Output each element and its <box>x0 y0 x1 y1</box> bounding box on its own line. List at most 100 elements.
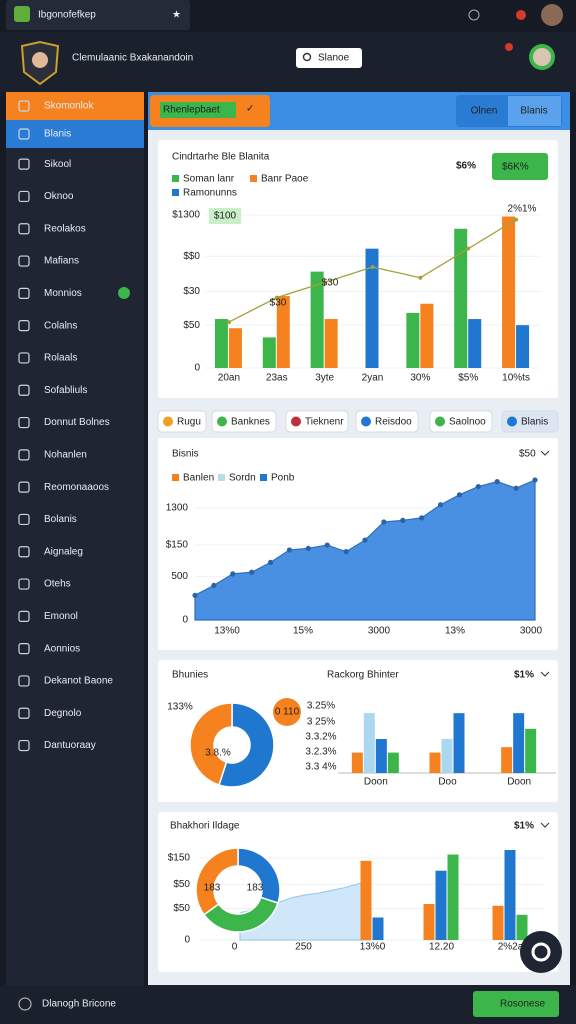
point <box>381 519 387 525</box>
chip-label: Rugu <box>177 417 201 428</box>
card-filter[interactable]: $50 <box>519 449 536 460</box>
alert-icon[interactable] <box>516 10 526 20</box>
logo-face <box>32 52 48 68</box>
sidebar-label[interactable]: Rolaals <box>44 353 77 364</box>
y-tick-label: 500 <box>171 571 188 582</box>
point <box>400 517 406 523</box>
chip[interactable] <box>211 410 277 433</box>
chip-icon <box>507 416 517 427</box>
bar <box>372 917 384 940</box>
y-tick-label: $150 <box>168 853 191 864</box>
bar <box>363 713 375 773</box>
footer-button[interactable] <box>473 991 559 1017</box>
search-icon <box>302 52 312 62</box>
chip[interactable] <box>157 410 207 433</box>
pie-slice <box>195 847 239 916</box>
chevron[interactable] <box>540 671 550 677</box>
card-title: Rackorg Bhinter <box>327 670 399 681</box>
chip[interactable] <box>501 410 559 433</box>
sidebar-label[interactable]: Sikool <box>44 159 71 170</box>
bar <box>387 752 399 773</box>
chip-icon <box>291 416 301 427</box>
sidebar-label[interactable]: Sofabliuls <box>44 385 87 396</box>
bar <box>516 325 530 368</box>
sidebar-label[interactable]: Monnios <box>44 288 82 299</box>
chat-button[interactable] <box>520 931 562 973</box>
header <box>0 32 576 92</box>
sidebar-label[interactable]: Reolakos <box>44 223 86 234</box>
sidebar-label[interactable]: Aonnios <box>44 643 80 654</box>
bar <box>468 319 482 368</box>
y-tick-label: $50 <box>173 903 190 914</box>
sidebar-icon <box>18 255 30 267</box>
point <box>267 559 274 565</box>
sidebar-icon <box>18 610 30 622</box>
y-tick-label: $$0 <box>183 251 200 262</box>
bar <box>453 713 465 773</box>
point <box>192 592 198 598</box>
sidebar-label[interactable]: Dantuoraay <box>44 740 96 751</box>
annotation: 0 110 <box>275 707 300 718</box>
point <box>437 502 444 508</box>
card-title: Bhunies <box>172 670 208 681</box>
annotation: 3 25% <box>307 717 335 728</box>
x-tick-label: 13% <box>445 626 465 637</box>
chip[interactable] <box>355 410 419 433</box>
search-box[interactable] <box>296 48 362 68</box>
sidebar-label[interactable]: Donnut Bolnes <box>44 417 110 428</box>
bar <box>262 337 276 368</box>
trend-point <box>370 265 375 270</box>
tab-label[interactable]: Blanis <box>520 106 547 117</box>
sidebar-label[interactable]: Mafians <box>44 256 79 267</box>
sidebar-icon <box>18 320 30 332</box>
sidebar-label[interactable]: Nohanlen <box>44 449 87 460</box>
card-title: Bisnis <box>172 449 199 460</box>
card-title: Cindrtarhe Ble Blanita <box>172 152 270 163</box>
clock-icon[interactable] <box>468 9 480 21</box>
y-tick-label: $30 <box>183 286 200 297</box>
banner-button-highlight <box>160 102 236 118</box>
point <box>475 483 481 490</box>
y-tick-label: $50 <box>173 879 190 890</box>
avatar[interactable] <box>541 4 563 26</box>
footer-text: Dlanogh Bricone <box>42 999 116 1010</box>
star-icon[interactable]: ★ <box>172 10 181 21</box>
card-button[interactable] <box>492 153 548 180</box>
annotation: 133% <box>167 702 193 713</box>
bar <box>502 216 516 368</box>
tab-active[interactable] <box>508 96 561 126</box>
x-tick-label: $5% <box>458 373 478 384</box>
sidebar-label[interactable]: Emonol <box>44 611 78 622</box>
chevron[interactable] <box>540 822 550 828</box>
y-tick-label: 0 <box>184 935 190 946</box>
x-tick-label: Doon <box>364 777 388 788</box>
sidebar-item-active[interactable] <box>6 120 144 148</box>
tab-label[interactable]: Olnen <box>471 106 498 117</box>
x-tick-label: 2yan <box>362 373 384 384</box>
chevron[interactable] <box>540 450 550 456</box>
sidebar-label[interactable]: Colalns <box>44 320 77 331</box>
sidebar-label[interactable]: Skomonlok <box>44 101 94 112</box>
legend-swatch <box>260 474 267 481</box>
sidebar-label[interactable]: Degnolo <box>44 708 82 719</box>
sidebar-label[interactable]: Dekanot Baone <box>44 676 113 687</box>
pie-slice <box>218 702 275 788</box>
x-tick-label: 2%2a <box>498 942 524 953</box>
x-tick-label: 3yte <box>315 373 334 384</box>
chat-icon <box>531 942 551 962</box>
x-tick-label: 250 <box>295 942 312 953</box>
sidebar-label[interactable]: Oknoo <box>44 191 74 202</box>
sidebar-label[interactable]: Aignaleg <box>44 546 83 557</box>
sidebar-label[interactable]: Bolanis <box>44 514 77 525</box>
bar <box>513 713 525 773</box>
tab[interactable] <box>6 0 190 30</box>
chip[interactable] <box>285 410 349 433</box>
bar <box>310 271 324 368</box>
sidebar-label[interactable]: Otehs <box>44 579 71 590</box>
banner-button-label: Rhenlepbaet <box>163 105 220 116</box>
x-tick-label: 20an <box>218 373 240 384</box>
chip[interactable] <box>429 410 493 433</box>
sidebar-icon <box>18 158 30 170</box>
sidebar-label[interactable]: Reomonaaoos <box>44 482 109 493</box>
sidebar-label[interactable]: Blanis <box>44 129 71 140</box>
